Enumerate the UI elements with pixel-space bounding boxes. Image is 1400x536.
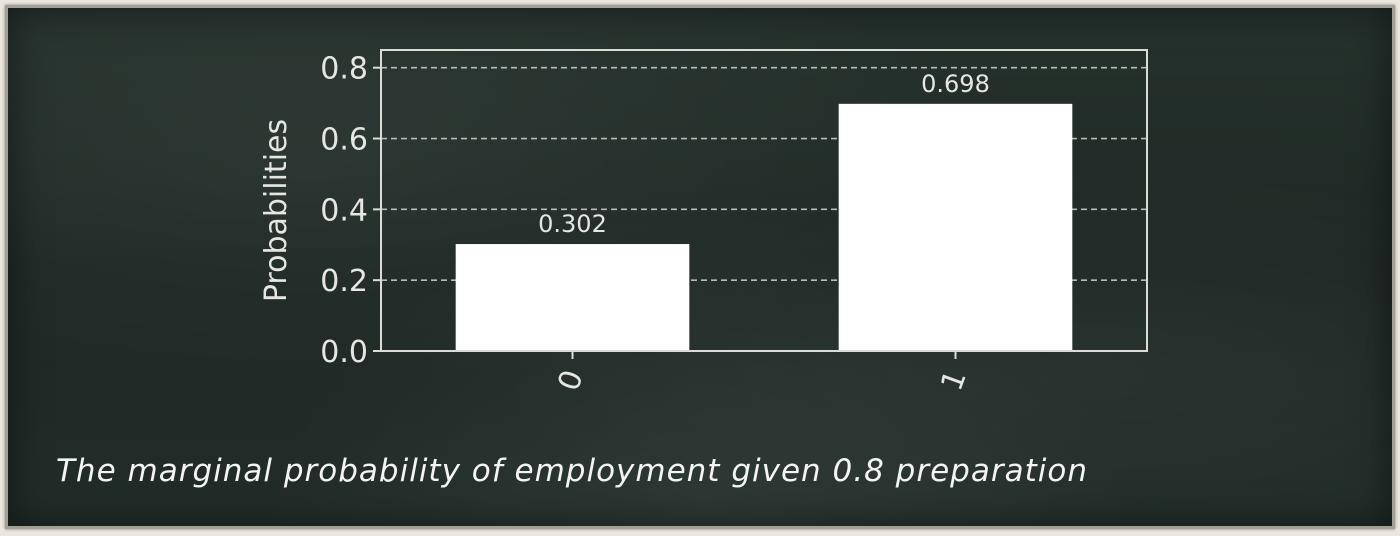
y-tick-label: 0.4 bbox=[320, 193, 368, 228]
x-tick-label: 1 bbox=[934, 366, 973, 396]
data-label: 0.302 bbox=[538, 210, 607, 238]
data-labels: 0.302 0.698 bbox=[538, 70, 990, 238]
y-tick-label: 0.6 bbox=[320, 123, 368, 158]
x-tick-label: 0 bbox=[551, 366, 590, 396]
y-tick-label: 0.0 bbox=[320, 335, 368, 370]
grid-lines bbox=[381, 66, 1147, 281]
caption: The marginal probability of employment g… bbox=[56, 453, 1088, 489]
y-axis-label: Probabilities bbox=[259, 119, 294, 302]
y-axis-ticks: 0.0 0.2 0.4 0.6 0.8 bbox=[320, 52, 381, 370]
bars bbox=[455, 103, 1073, 351]
plot-frame bbox=[380, 49, 1148, 352]
data-label: 0.698 bbox=[921, 70, 990, 98]
bar bbox=[838, 103, 1073, 351]
bar bbox=[455, 244, 690, 351]
y-tick-label: 0.8 bbox=[320, 52, 368, 87]
y-tick-label: 0.2 bbox=[320, 264, 368, 299]
